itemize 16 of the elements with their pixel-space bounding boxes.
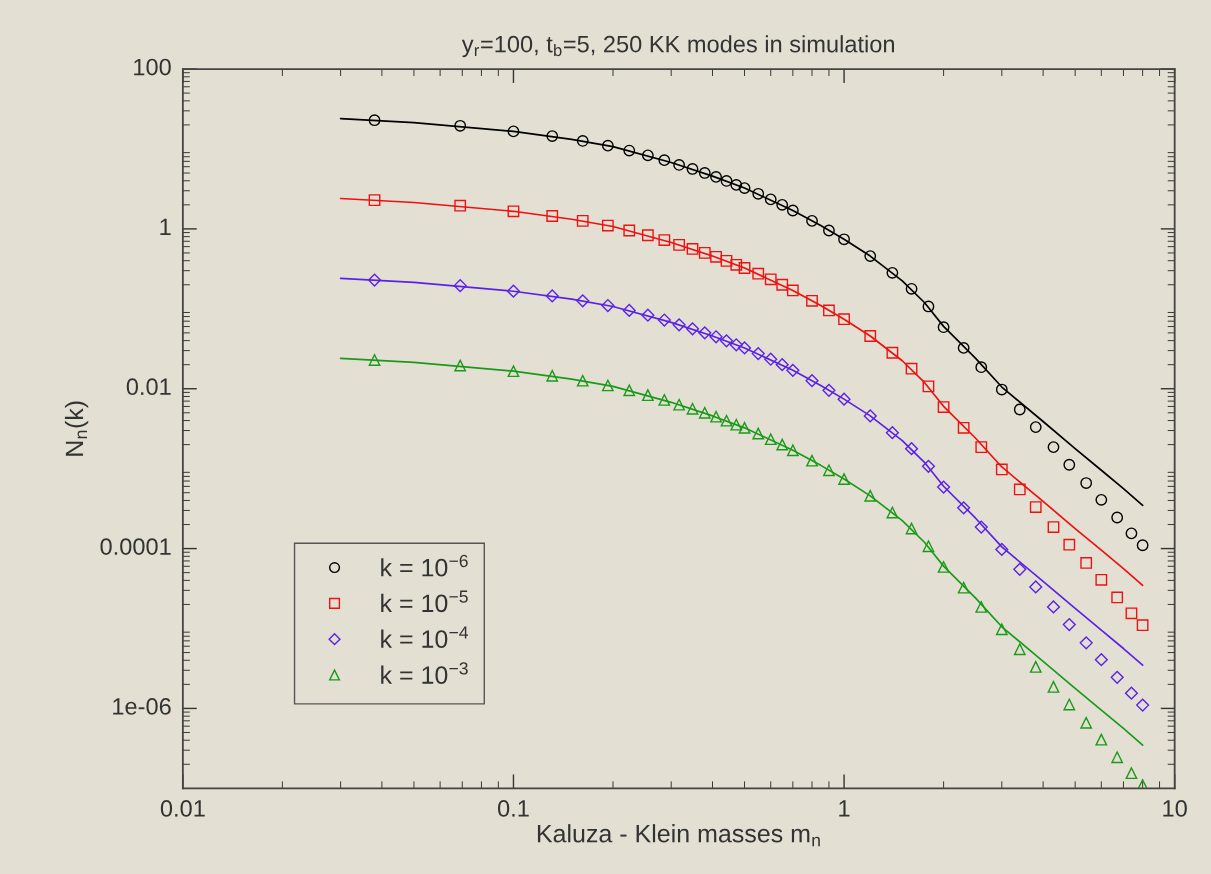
y-tick-label: 0.01 — [126, 378, 171, 396]
legend-label: k = 10$^{−4}$ — [381, 626, 469, 648]
legend-label: k = 10$^{−3}$ — [381, 662, 468, 684]
x-tick-label: 0.1 — [497, 800, 529, 817]
y-tick-label: 0.0001 — [100, 538, 171, 555]
y-tick-label: 100 — [134, 58, 171, 76]
x-tick-label: 10 — [1163, 800, 1187, 817]
legend-label: k = 10$^{−6}$ — [381, 554, 468, 577]
y-axis-title: N$_{n}$(k) — [64, 401, 89, 456]
y-tick-label: 1e-06 — [113, 698, 171, 715]
x-axis-title: Kaluza - Klein masses m$_{n}$ — [537, 824, 820, 847]
legend-label: k = 10$^{−5}$ — [381, 590, 468, 613]
x-tick-label: 1 — [839, 800, 850, 817]
y-tick-label: 1 — [160, 218, 171, 235]
x-tick-label: 0.01 — [160, 800, 205, 817]
chart-title: y$_{r}$=100, t$_{b}$=5, 250 KK modes in simulation — [461, 35, 895, 58]
